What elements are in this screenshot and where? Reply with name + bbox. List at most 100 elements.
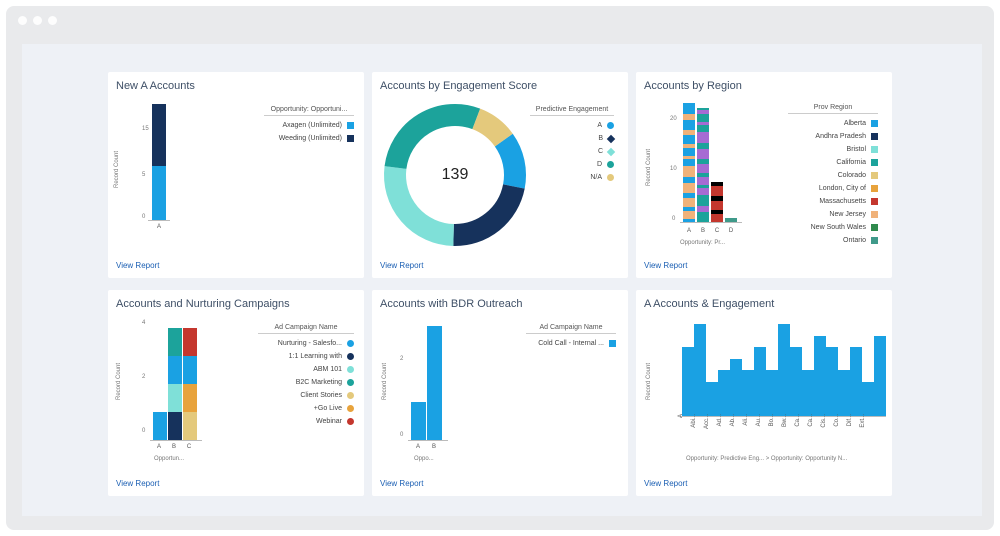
bar-segment-b[interactable]	[697, 125, 709, 132]
bar-segment-a[interactable]	[683, 219, 695, 222]
bar-segment-c[interactable]	[183, 412, 197, 440]
bar-segment-b[interactable]	[697, 107, 709, 110]
bar-segment-a[interactable]	[683, 130, 695, 135]
view-report-link[interactable]: View Report	[644, 261, 688, 270]
bar-segment-a[interactable]	[683, 198, 695, 207]
bar-segment-b[interactable]	[697, 195, 709, 206]
bar-segment-b[interactable]	[697, 114, 709, 122]
legend-item[interactable]: Cold Call - Internal ...	[526, 337, 616, 350]
bar-13[interactable]	[826, 347, 838, 416]
view-report-link[interactable]: View Report	[116, 479, 160, 488]
bar-segment-a[interactable]	[683, 114, 695, 120]
zoom-window-dot[interactable]	[48, 16, 57, 25]
bar-4[interactable]	[718, 370, 730, 416]
bar-7[interactable]	[754, 347, 766, 416]
legend-item[interactable]: ABM 101	[258, 363, 354, 376]
bar-segment-a[interactable]	[683, 183, 695, 193]
bar-8[interactable]	[766, 370, 778, 416]
bar-segment-b[interactable]	[168, 412, 182, 440]
legend-item[interactable]: B	[530, 132, 616, 145]
bar-5[interactable]	[730, 358, 742, 416]
bar-segment-b[interactable]	[697, 185, 709, 188]
donut-slice-na[interactable]	[471, 108, 513, 147]
bar-segment-b[interactable]	[697, 177, 709, 185]
bar-14[interactable]	[838, 370, 850, 416]
bar-segment-b[interactable]	[697, 122, 709, 125]
bar-segment-c[interactable]	[183, 328, 197, 356]
view-report-link[interactable]: View Report	[644, 479, 688, 488]
bar-segment-b[interactable]	[697, 164, 709, 173]
bar-segment-a[interactable]	[683, 120, 695, 130]
donut-slice-c[interactable]	[384, 166, 455, 246]
legend-item[interactable]: Bristol	[788, 143, 878, 156]
bar-segment-b[interactable]	[697, 212, 709, 222]
bar-segment-a[interactable]	[683, 156, 695, 159]
legend-item[interactable]: New South Wales	[788, 221, 878, 234]
bar-segment-a[interactable]	[683, 177, 695, 183]
bar-segment-c[interactable]	[183, 384, 197, 412]
bar-9[interactable]	[778, 324, 790, 416]
minimize-window-dot[interactable]	[33, 16, 42, 25]
bar-segment-b[interactable]	[697, 173, 709, 177]
bar-segment-c[interactable]	[711, 201, 723, 210]
bar-16[interactable]	[862, 381, 874, 416]
legend-item[interactable]: A	[530, 119, 614, 132]
legend-item[interactable]: Nurturing - Salesfo...	[258, 337, 354, 350]
bar-segment-b[interactable]	[697, 149, 709, 159]
legend-item[interactable]: Colorado	[788, 169, 878, 182]
bar-2[interactable]	[694, 324, 706, 416]
bar-segment-b[interactable]	[168, 384, 182, 412]
bar-segment-a[interactable]	[683, 103, 695, 114]
bar-segment-b[interactable]	[697, 159, 709, 164]
bar-segment-a[interactable]	[153, 412, 167, 440]
bar-segment-c[interactable]	[711, 214, 723, 222]
bar-segment-a[interactable]	[683, 135, 695, 144]
bar-segment-a[interactable]	[683, 207, 695, 211]
bar-segment-a[interactable]	[683, 166, 695, 177]
legend-item[interactable]: +Go Live	[258, 402, 354, 415]
bar-b[interactable]	[427, 326, 442, 440]
bar-segment-b[interactable]	[697, 143, 709, 149]
bar-12[interactable]	[814, 335, 826, 416]
legend-item[interactable]: Andhra Pradesh	[788, 130, 878, 143]
bar-segment-b[interactable]	[168, 328, 182, 356]
bar-segment-c[interactable]	[711, 186, 723, 196]
donut-slice-d[interactable]	[384, 104, 481, 170]
donut-chart[interactable]	[380, 100, 530, 250]
bar-3[interactable]	[706, 381, 718, 416]
legend-item[interactable]: Client Stories	[258, 389, 354, 402]
bar-segment-c[interactable]	[711, 182, 723, 186]
legend-item[interactable]: Ontario	[788, 234, 878, 247]
bar-segment-a[interactable]	[683, 144, 695, 148]
view-report-link[interactable]: View Report	[380, 261, 424, 270]
bar-segment-c[interactable]	[183, 356, 197, 384]
bar-segment-a[interactable]	[683, 159, 695, 166]
legend-item[interactable]: D	[530, 158, 614, 171]
legend-item[interactable]: Axagen (Unlimited)	[264, 119, 354, 132]
legend-item[interactable]: Alberta	[788, 117, 878, 130]
bar-segment-d[interactable]	[725, 217, 737, 222]
legend-item[interactable]: Massachusetts	[788, 195, 878, 208]
bar-segment-a[interactable]	[683, 148, 695, 156]
bar-segment-a[interactable]	[683, 211, 695, 219]
bar-segment-c[interactable]	[711, 210, 723, 214]
bar-segment-b[interactable]	[697, 110, 709, 114]
legend-item[interactable]: Weeding (Unlimited)	[264, 132, 354, 145]
bar-segment-c[interactable]	[711, 196, 723, 201]
bar-10[interactable]	[790, 347, 802, 416]
bar-segment-b[interactable]	[697, 188, 709, 195]
legend-item[interactable]: C	[530, 145, 616, 158]
legend-item[interactable]: Webinar	[258, 415, 354, 428]
legend-item[interactable]: California	[788, 156, 878, 169]
donut-slice-b[interactable]	[453, 183, 525, 246]
legend-item[interactable]: B2C Marketing	[258, 376, 354, 389]
bar-segment-axagen[interactable]	[152, 166, 166, 220]
bar-a[interactable]	[411, 402, 426, 440]
bar-15[interactable]	[850, 347, 862, 416]
bar-11[interactable]	[802, 370, 814, 416]
donut-slice-a[interactable]	[494, 133, 526, 189]
bar-segment-weeding[interactable]	[152, 104, 166, 166]
legend-item[interactable]: New Jersey	[788, 208, 878, 221]
legend-item[interactable]: 1:1 Learning with	[258, 350, 354, 363]
bar-segment-b[interactable]	[697, 132, 709, 143]
